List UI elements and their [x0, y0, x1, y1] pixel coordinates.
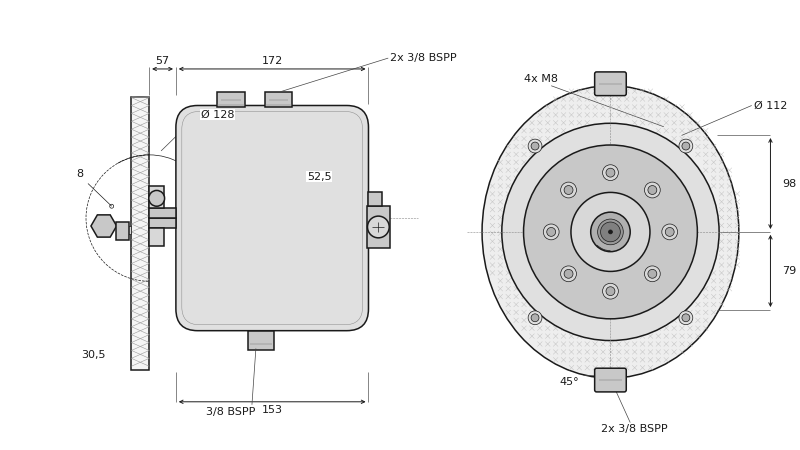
Text: 4x M8: 4x M8 [523, 74, 558, 84]
Circle shape [601, 222, 620, 242]
Circle shape [110, 204, 114, 208]
Bar [248, 331, 274, 351]
Text: 45°: 45° [559, 377, 578, 387]
FancyBboxPatch shape [594, 72, 626, 95]
Bar [150, 208, 176, 218]
Text: 30,5: 30,5 [82, 351, 106, 360]
Circle shape [666, 227, 674, 236]
Ellipse shape [482, 86, 739, 378]
Text: Ø 112: Ø 112 [754, 100, 787, 111]
Text: 2x 3/8 BSPP: 2x 3/8 BSPP [390, 53, 457, 63]
Text: 98: 98 [782, 179, 797, 189]
Circle shape [662, 224, 678, 240]
Text: 52,5: 52,5 [306, 171, 331, 182]
FancyBboxPatch shape [594, 368, 626, 392]
Circle shape [528, 311, 542, 325]
Text: 8: 8 [77, 169, 84, 179]
Polygon shape [91, 215, 117, 237]
Bar [116, 222, 130, 240]
Circle shape [645, 266, 660, 282]
Bar [131, 97, 150, 370]
Circle shape [590, 212, 630, 252]
Circle shape [648, 270, 657, 278]
Circle shape [528, 139, 542, 153]
Circle shape [679, 311, 693, 325]
Circle shape [682, 142, 690, 150]
Text: 172: 172 [262, 56, 283, 66]
FancyBboxPatch shape [176, 105, 369, 331]
Circle shape [606, 287, 615, 296]
Bar [265, 92, 293, 108]
Circle shape [561, 182, 577, 198]
Circle shape [564, 270, 573, 278]
Circle shape [561, 266, 577, 282]
Circle shape [602, 165, 618, 180]
Circle shape [648, 185, 657, 194]
Circle shape [571, 193, 650, 271]
Bar [150, 228, 164, 246]
Bar [150, 218, 176, 228]
Text: 3/8 BSPP: 3/8 BSPP [206, 407, 255, 417]
Circle shape [602, 283, 618, 299]
Circle shape [367, 216, 390, 238]
Text: Ø 128: Ø 128 [201, 109, 234, 119]
Text: 79: 79 [782, 266, 797, 276]
Text: 57: 57 [155, 56, 170, 66]
Bar [116, 226, 131, 234]
Circle shape [606, 168, 615, 177]
Circle shape [149, 190, 165, 206]
Circle shape [598, 219, 623, 245]
Circle shape [679, 139, 693, 153]
Circle shape [531, 314, 539, 322]
Bar [218, 92, 245, 108]
Circle shape [546, 227, 556, 236]
Circle shape [645, 182, 660, 198]
Text: 153: 153 [262, 405, 282, 415]
Text: 2x 3/8 BSPP: 2x 3/8 BSPP [601, 424, 667, 434]
Circle shape [543, 224, 559, 240]
Circle shape [523, 145, 698, 319]
Circle shape [502, 123, 719, 341]
Bar [150, 186, 164, 208]
Circle shape [531, 142, 539, 150]
Circle shape [609, 230, 613, 234]
Circle shape [682, 314, 690, 322]
Bar [369, 193, 382, 206]
Circle shape [564, 185, 573, 194]
Bar [366, 206, 390, 248]
